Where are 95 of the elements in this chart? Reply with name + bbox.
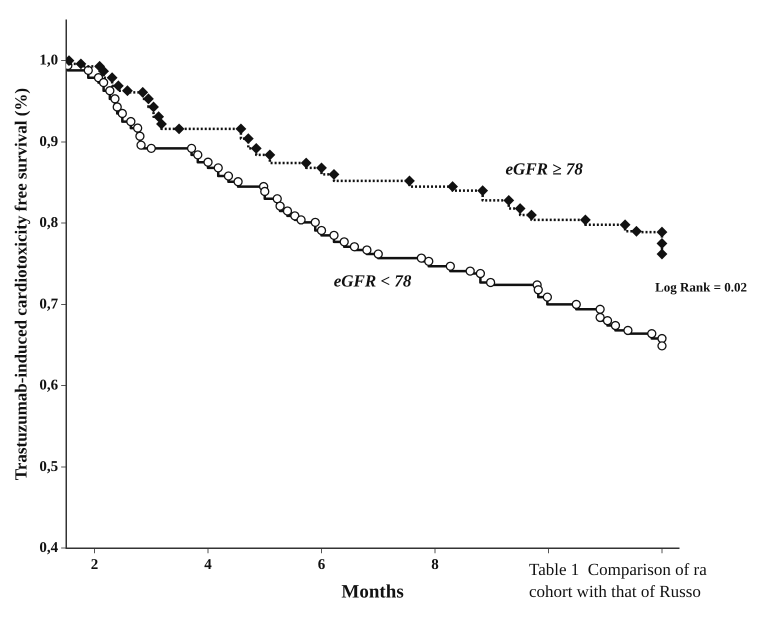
point [214, 163, 223, 173]
x-tick-label: 4 [204, 557, 212, 574]
y-tick-label: 0,6 [39, 378, 59, 394]
point [301, 158, 312, 168]
point [136, 140, 146, 150]
point [620, 220, 630, 230]
point [118, 108, 127, 118]
point [656, 238, 668, 249]
point [135, 132, 145, 141]
point [572, 300, 581, 310]
point [610, 320, 620, 330]
point [296, 215, 306, 225]
point [193, 150, 202, 160]
point [76, 58, 86, 70]
x-tick-label: 8 [431, 557, 439, 574]
point [98, 78, 108, 88]
point [143, 94, 154, 104]
point [126, 116, 136, 126]
point [153, 112, 164, 122]
point [416, 253, 426, 263]
point [362, 245, 372, 255]
point [446, 262, 455, 271]
point [98, 66, 109, 76]
point [647, 329, 656, 338]
point [656, 226, 668, 238]
point [122, 86, 133, 96]
x-tick-label: 2 [90, 557, 98, 574]
y-axis-title: Trastuzumab-induced cardiotoxicity free survival (%) [12, 88, 31, 480]
y-tick-label: 0,4 [39, 540, 59, 556]
point [260, 186, 270, 196]
point [328, 169, 340, 180]
point [374, 249, 383, 259]
point [595, 312, 605, 322]
point [112, 102, 122, 112]
point [580, 214, 591, 226]
point [84, 66, 93, 76]
y-tick-label: 0,7 [39, 296, 59, 312]
point [623, 326, 633, 336]
point [595, 304, 605, 314]
series-label: eGFR < 78 [334, 271, 412, 290]
point [656, 248, 668, 260]
point [310, 218, 320, 227]
point [251, 143, 262, 154]
point [156, 118, 167, 130]
point [534, 285, 543, 294]
point [133, 123, 142, 133]
point [316, 162, 327, 174]
point [486, 278, 496, 288]
point [526, 210, 537, 220]
point [138, 87, 148, 98]
point [424, 256, 434, 266]
point [243, 133, 254, 144]
point [657, 334, 667, 344]
point [290, 211, 300, 220]
point [478, 186, 488, 196]
point [264, 150, 276, 160]
point [203, 158, 213, 167]
point [466, 266, 475, 276]
x-tick-label: 6 [318, 557, 326, 574]
point [447, 181, 458, 192]
point [631, 226, 642, 236]
series-label: eGFR ≥ 78 [506, 159, 584, 178]
point [224, 171, 234, 181]
point [404, 176, 415, 186]
point [113, 80, 124, 91]
point [148, 102, 159, 112]
point [236, 124, 246, 134]
y-tick-label: 1,0 [39, 52, 58, 69]
x-axis-title: Months [341, 582, 404, 603]
point [514, 203, 526, 214]
point [602, 316, 612, 326]
point [110, 94, 120, 104]
point [350, 242, 360, 252]
point [174, 124, 184, 134]
caption: Table 1 Comparison of ra [529, 560, 708, 580]
point [106, 72, 118, 83]
y-tick-label: 0,8 [39, 215, 58, 232]
point [105, 86, 114, 96]
point [329, 230, 339, 240]
point [657, 341, 667, 351]
point [275, 201, 285, 211]
text: cohort with that of Russo [529, 582, 701, 602]
y-tick-label: 0,9 [39, 134, 58, 150]
y-tick-label: 0,5 [39, 458, 58, 475]
point [340, 237, 349, 246]
point [316, 226, 326, 236]
point [504, 195, 514, 206]
point [272, 194, 282, 204]
point [233, 177, 243, 186]
point [282, 206, 292, 216]
point [476, 268, 486, 278]
point [146, 144, 156, 154]
annotation: Log Rank = 0.02 [655, 280, 747, 295]
point [542, 292, 552, 302]
point [186, 144, 196, 154]
